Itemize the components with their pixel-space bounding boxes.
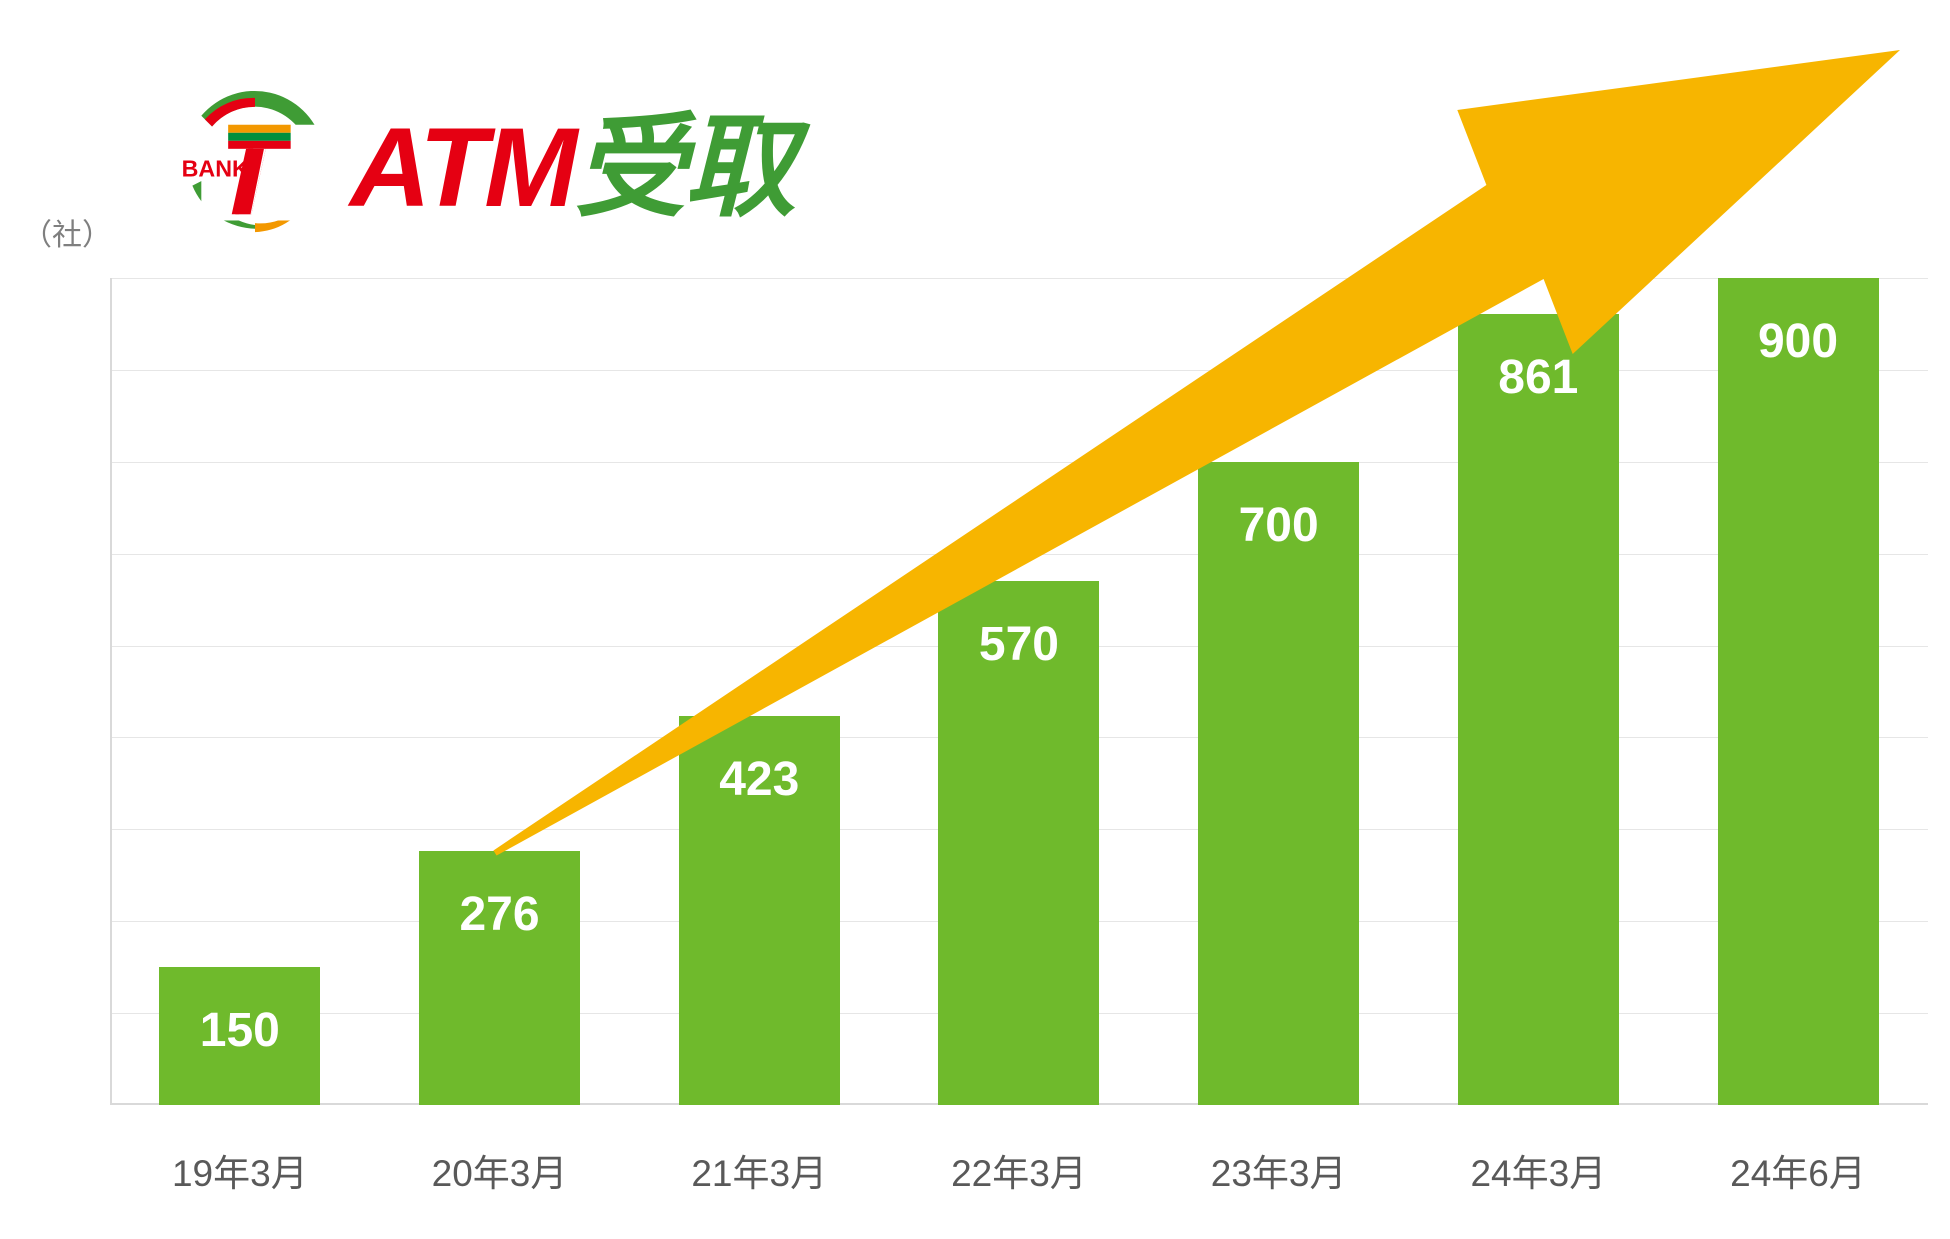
bar-value-label: 276 [419, 891, 580, 939]
x-axis-label: 19年3月 [110, 1143, 370, 1197]
bar: 861 [1458, 314, 1619, 1105]
bar: 423 [679, 716, 840, 1105]
bar: 900 [1718, 278, 1879, 1105]
bar-value-label: 570 [938, 621, 1099, 669]
x-axis-label: 23年3月 [1149, 1143, 1409, 1197]
plot-area: 15019年3月27620年3月42321年3月57022年3月70023年3月… [110, 278, 1928, 1105]
bar: 150 [159, 967, 320, 1105]
bar: 700 [1198, 462, 1359, 1105]
title-uketori: 受取 [574, 105, 794, 230]
bar-value-label: 700 [1198, 502, 1359, 550]
title-atm: ATM [350, 105, 574, 230]
gridline [110, 278, 1928, 279]
bar-value-label: 900 [1718, 318, 1879, 366]
gridline [110, 370, 1928, 371]
gridline [110, 462, 1928, 463]
y-axis-unit-label: （社） [22, 210, 112, 254]
x-axis-label: 24年6月 [1668, 1143, 1928, 1197]
chart-title: ATM受取 [350, 112, 794, 224]
bar-value-label: 861 [1458, 354, 1619, 402]
x-axis-label: 24年3月 [1409, 1143, 1669, 1197]
bar: 570 [938, 581, 1099, 1105]
bar: 276 [419, 851, 580, 1105]
bar-value-label: 150 [159, 1007, 320, 1055]
bar-value-label: 423 [679, 756, 840, 804]
y-axis-line [110, 278, 112, 1105]
gridline [110, 554, 1928, 555]
x-axis-label: 20年3月 [370, 1143, 630, 1197]
seven-bank-logo-icon: BANK [165, 80, 345, 250]
x-axis-label: 22年3月 [889, 1143, 1149, 1197]
chart-frame: （社） [0, 0, 1950, 1239]
x-axis-label: 21年3月 [629, 1143, 889, 1197]
seven-bank-logo: BANK [165, 80, 345, 250]
bank-text: BANK [182, 156, 249, 182]
